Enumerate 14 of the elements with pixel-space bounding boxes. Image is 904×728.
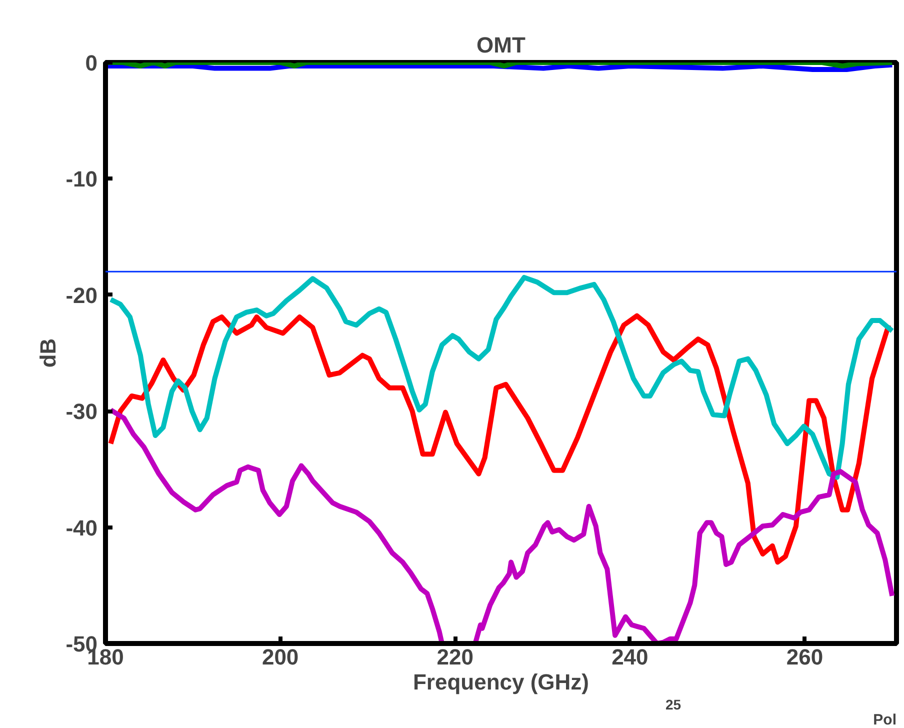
text: Pol <box>873 712 897 728</box>
x-tick-label: 200 <box>262 644 299 670</box>
y-axis-title: dB <box>36 338 61 368</box>
x-axis-title: Frequency (GHz) <box>412 670 590 694</box>
x-tick-label: 220 <box>436 644 474 670</box>
text: 25 <box>666 696 682 712</box>
y-tick-label: 0 <box>85 50 98 76</box>
x-tick-label: 260 <box>786 644 824 670</box>
y-tick-label: -30 <box>66 399 98 424</box>
y-tick-label: -40 <box>66 515 98 540</box>
y-tick-label: -20 <box>66 282 98 308</box>
chart-title: OMT <box>476 32 526 58</box>
y-tick-label: -10 <box>66 166 98 192</box>
x-tick-label: 240 <box>612 644 648 670</box>
